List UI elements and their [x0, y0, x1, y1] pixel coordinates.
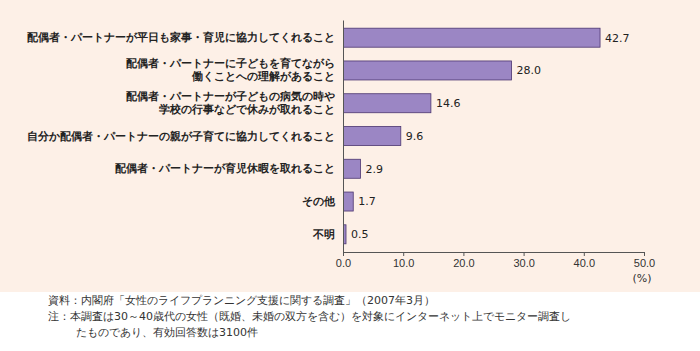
annotation: 注：本調査は30～40歳代の女性（既婚、未婚の双方を含む）を対象にインターネット… — [48, 310, 571, 323]
x-tick-mark — [343, 252, 344, 256]
data-label: 1.7 — [358, 195, 376, 208]
x-tick-mark — [644, 252, 645, 256]
x-axis-line — [344, 252, 645, 253]
bar — [343, 126, 401, 145]
x-tick-label: 50.0 — [634, 257, 655, 269]
y-tick: 配偶者・パートナーが育児休暇を取れること — [115, 162, 343, 174]
x-tick-label: 0.0 — [336, 257, 351, 269]
y-tick: 配偶者・パートナーに子どもを育てながら働くことへの理解があること — [126, 57, 343, 83]
y-axis-line — [343, 21, 344, 253]
y-tick: 自分か配偶者・パートナーの親が子育てに協力してくれること — [27, 130, 343, 143]
y-axis: 配偶者・パートナーが平日も家事・育児に協力してくれること配偶者・パートナーに子ど… — [27, 21, 344, 253]
y-tick: 配偶者・パートナーが子どもの病気の時や学校の行事などで休みが取れること — [126, 90, 343, 116]
bar — [343, 159, 360, 178]
x-tick: 50.0 — [634, 252, 655, 269]
data-label: 28.0 — [517, 64, 542, 77]
y-tick: その他 — [302, 195, 343, 208]
y-tick: 配偶者・パートナーが平日も家事・育児に協力してくれること — [27, 31, 343, 44]
x-axis-title: (%) — [632, 272, 651, 285]
x-tick: 0.0 — [336, 252, 351, 269]
annotation: たものであり、有効回答数は3100件 — [76, 326, 258, 339]
annotation: 資料：内閣府「女性のライフプランニング支援に関する調査」（2007年3月） — [48, 294, 435, 307]
bar — [343, 94, 431, 113]
data-label: 14.6 — [436, 97, 461, 110]
category-label: 不明 — [312, 228, 335, 240]
x-tick: 30.0 — [513, 252, 534, 269]
category-label: 配偶者・パートナーに子どもを育てながら働くことへの理解があること — [126, 57, 335, 83]
x-tick-label: 30.0 — [513, 257, 534, 269]
category-label: 配偶者・パートナーが子どもの病気の時や学校の行事などで休みが取れること — [126, 90, 335, 116]
x-tick: 20.0 — [453, 252, 474, 269]
x-tick: 40.0 — [574, 252, 595, 269]
x-tick-mark — [584, 252, 585, 256]
x-tick: 10.0 — [393, 252, 414, 269]
bar — [343, 28, 600, 47]
x-tick-label: 10.0 — [393, 257, 414, 269]
category-label: 自分か配偶者・パートナーの親が子育てに協力してくれること — [27, 130, 335, 143]
x-tick-label: 20.0 — [453, 257, 474, 269]
bar — [343, 192, 353, 211]
data-labels: 42.7 28.0 14.6 9.6 2.9 1.7 0.5 — [351, 32, 630, 242]
bars — [343, 28, 600, 244]
x-tick-mark — [524, 252, 525, 256]
x-tick-mark — [463, 252, 464, 256]
category-label: 配偶者・パートナーが育児休暇を取れること — [115, 162, 335, 174]
x-tick-label: 40.0 — [574, 257, 595, 269]
bar — [343, 61, 512, 80]
data-label: 0.5 — [351, 228, 369, 241]
data-label: 2.9 — [365, 163, 383, 176]
category-label: 配偶者・パートナーが平日も家事・育児に協力してくれること — [27, 31, 335, 44]
x-axis: 0.0 10.0 20.0 30.0 40.0 50.0 — [336, 252, 655, 269]
category-label: その他 — [302, 195, 336, 208]
data-label: 9.6 — [406, 130, 424, 143]
y-tick: 不明 — [312, 228, 343, 240]
annotations: 資料：内閣府「女性のライフプランニング支援に関する調査」（2007年3月） 注：本… — [48, 294, 571, 339]
chart: 0.0 10.0 20.0 30.0 40.0 50.0 配偶者・パートナーが平日も家事・育… — [0, 0, 700, 351]
panel-background — [0, 0, 700, 292]
x-tick-mark — [403, 252, 404, 256]
data-label: 42.7 — [605, 32, 630, 45]
